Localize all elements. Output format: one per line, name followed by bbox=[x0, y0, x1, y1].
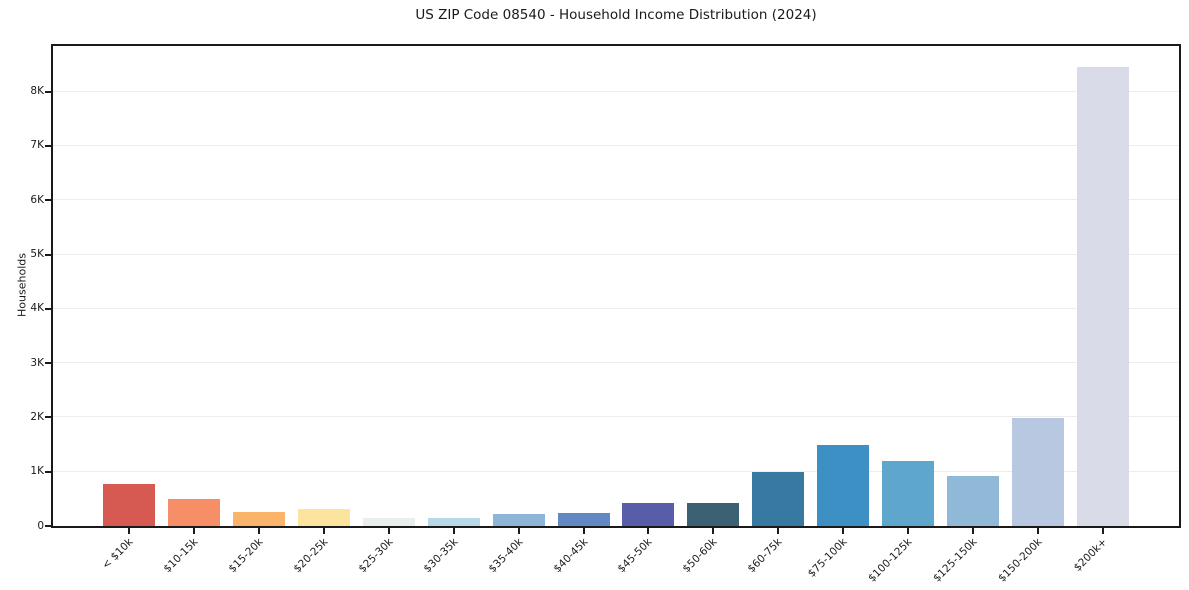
bar bbox=[233, 512, 285, 526]
bar bbox=[752, 472, 805, 526]
y-tick-mark bbox=[45, 470, 51, 473]
y-tick-label: 1K bbox=[30, 465, 44, 478]
y-tick-label: 5K bbox=[30, 248, 44, 260]
y-tick-label: 2K bbox=[30, 410, 44, 423]
bar bbox=[622, 503, 675, 526]
x-tick-mark bbox=[387, 528, 390, 534]
x-tick-label: < $10k bbox=[100, 536, 136, 572]
x-tick-mark bbox=[647, 528, 650, 534]
y-tick-mark bbox=[45, 525, 51, 527]
gridline bbox=[53, 470, 1179, 472]
bar bbox=[297, 509, 350, 526]
x-tick-mark bbox=[907, 528, 909, 534]
bar bbox=[946, 475, 999, 526]
y-tick-mark bbox=[45, 90, 51, 93]
x-tick-mark bbox=[322, 528, 325, 534]
x-tick-mark bbox=[452, 528, 455, 534]
chart-title: US ZIP Code 08540 - Household Income Dis… bbox=[415, 7, 817, 23]
y-tick-mark bbox=[45, 253, 51, 256]
gridline bbox=[53, 416, 1179, 418]
x-tick-mark bbox=[582, 528, 585, 534]
x-tick-mark bbox=[1101, 528, 1104, 534]
bar bbox=[427, 517, 480, 526]
y-tick-label: 3K bbox=[30, 356, 44, 369]
bar bbox=[362, 518, 415, 526]
gridline bbox=[53, 144, 1179, 146]
y-tick-label: 7K bbox=[30, 139, 44, 152]
y-tick-label: 0 bbox=[37, 519, 44, 532]
y-tick-label: 8K bbox=[30, 85, 44, 98]
x-tick-mark bbox=[1036, 528, 1039, 534]
plot-area bbox=[51, 44, 1181, 528]
gridline bbox=[53, 307, 1179, 309]
bar bbox=[817, 444, 870, 526]
bar bbox=[1011, 417, 1064, 526]
y-tick-mark bbox=[45, 416, 51, 419]
y-tick-mark bbox=[45, 144, 51, 147]
bar bbox=[687, 502, 740, 526]
x-tick-mark bbox=[128, 528, 131, 534]
bar bbox=[103, 483, 156, 526]
x-tick-mark bbox=[842, 528, 845, 534]
x-tick-mark bbox=[258, 528, 260, 534]
bar bbox=[492, 514, 545, 526]
x-tick-mark bbox=[777, 528, 780, 534]
gridline bbox=[53, 199, 1179, 201]
x-tick-mark bbox=[712, 528, 715, 534]
y-tick-label: 6K bbox=[30, 193, 44, 206]
x-tick-mark bbox=[971, 528, 974, 534]
y-tick-label: 4K bbox=[30, 302, 44, 315]
x-tick-mark bbox=[193, 528, 196, 534]
bar bbox=[1076, 67, 1129, 526]
gridline bbox=[53, 362, 1179, 364]
bar bbox=[557, 512, 610, 526]
y-tick-mark bbox=[45, 199, 51, 202]
bar bbox=[882, 460, 934, 526]
bar bbox=[168, 498, 221, 526]
y-tick-mark bbox=[45, 362, 51, 365]
y-tick-mark bbox=[45, 307, 51, 310]
gridline bbox=[53, 90, 1179, 92]
gridline bbox=[53, 253, 1179, 255]
x-tick-mark bbox=[517, 528, 520, 534]
